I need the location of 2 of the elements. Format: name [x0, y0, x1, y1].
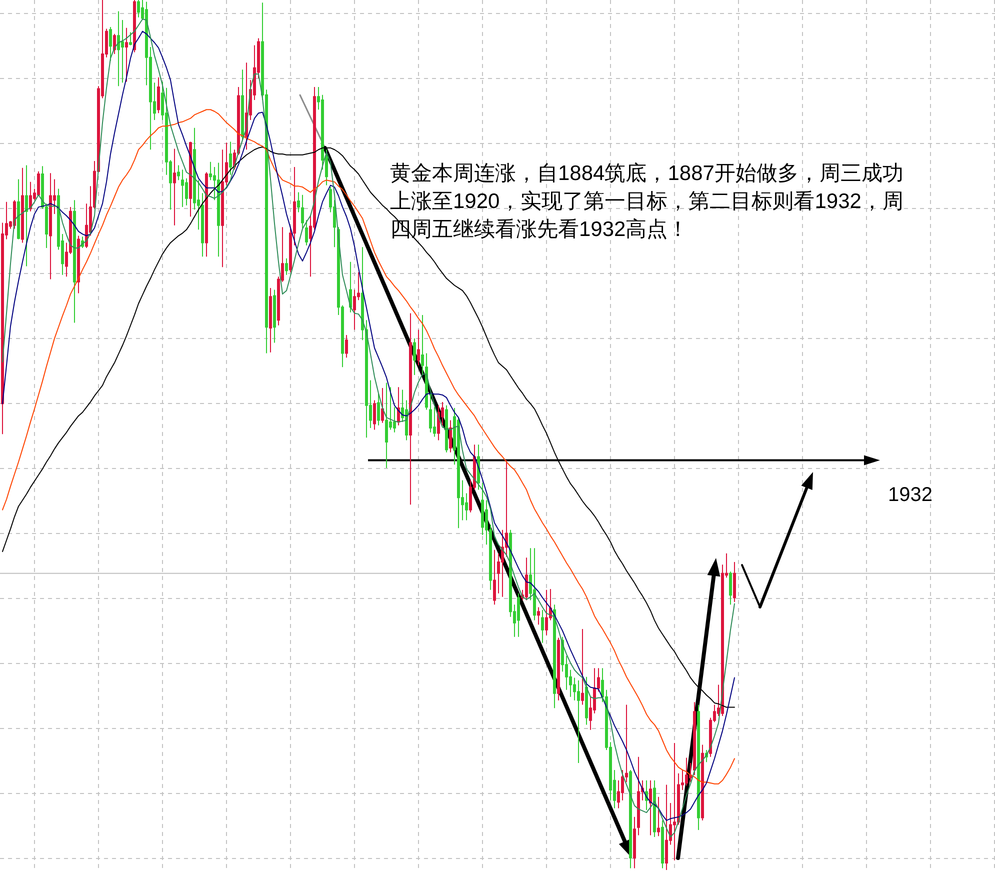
annotation: 黄金本周连涨，自1884筑底，1887开始做多，周三成功上涨至1920，实现了第一目标，第二目标则看1932，周四周五继续看涨先看1932高点！	[390, 162, 904, 241]
annotation: 1932	[888, 484, 932, 506]
